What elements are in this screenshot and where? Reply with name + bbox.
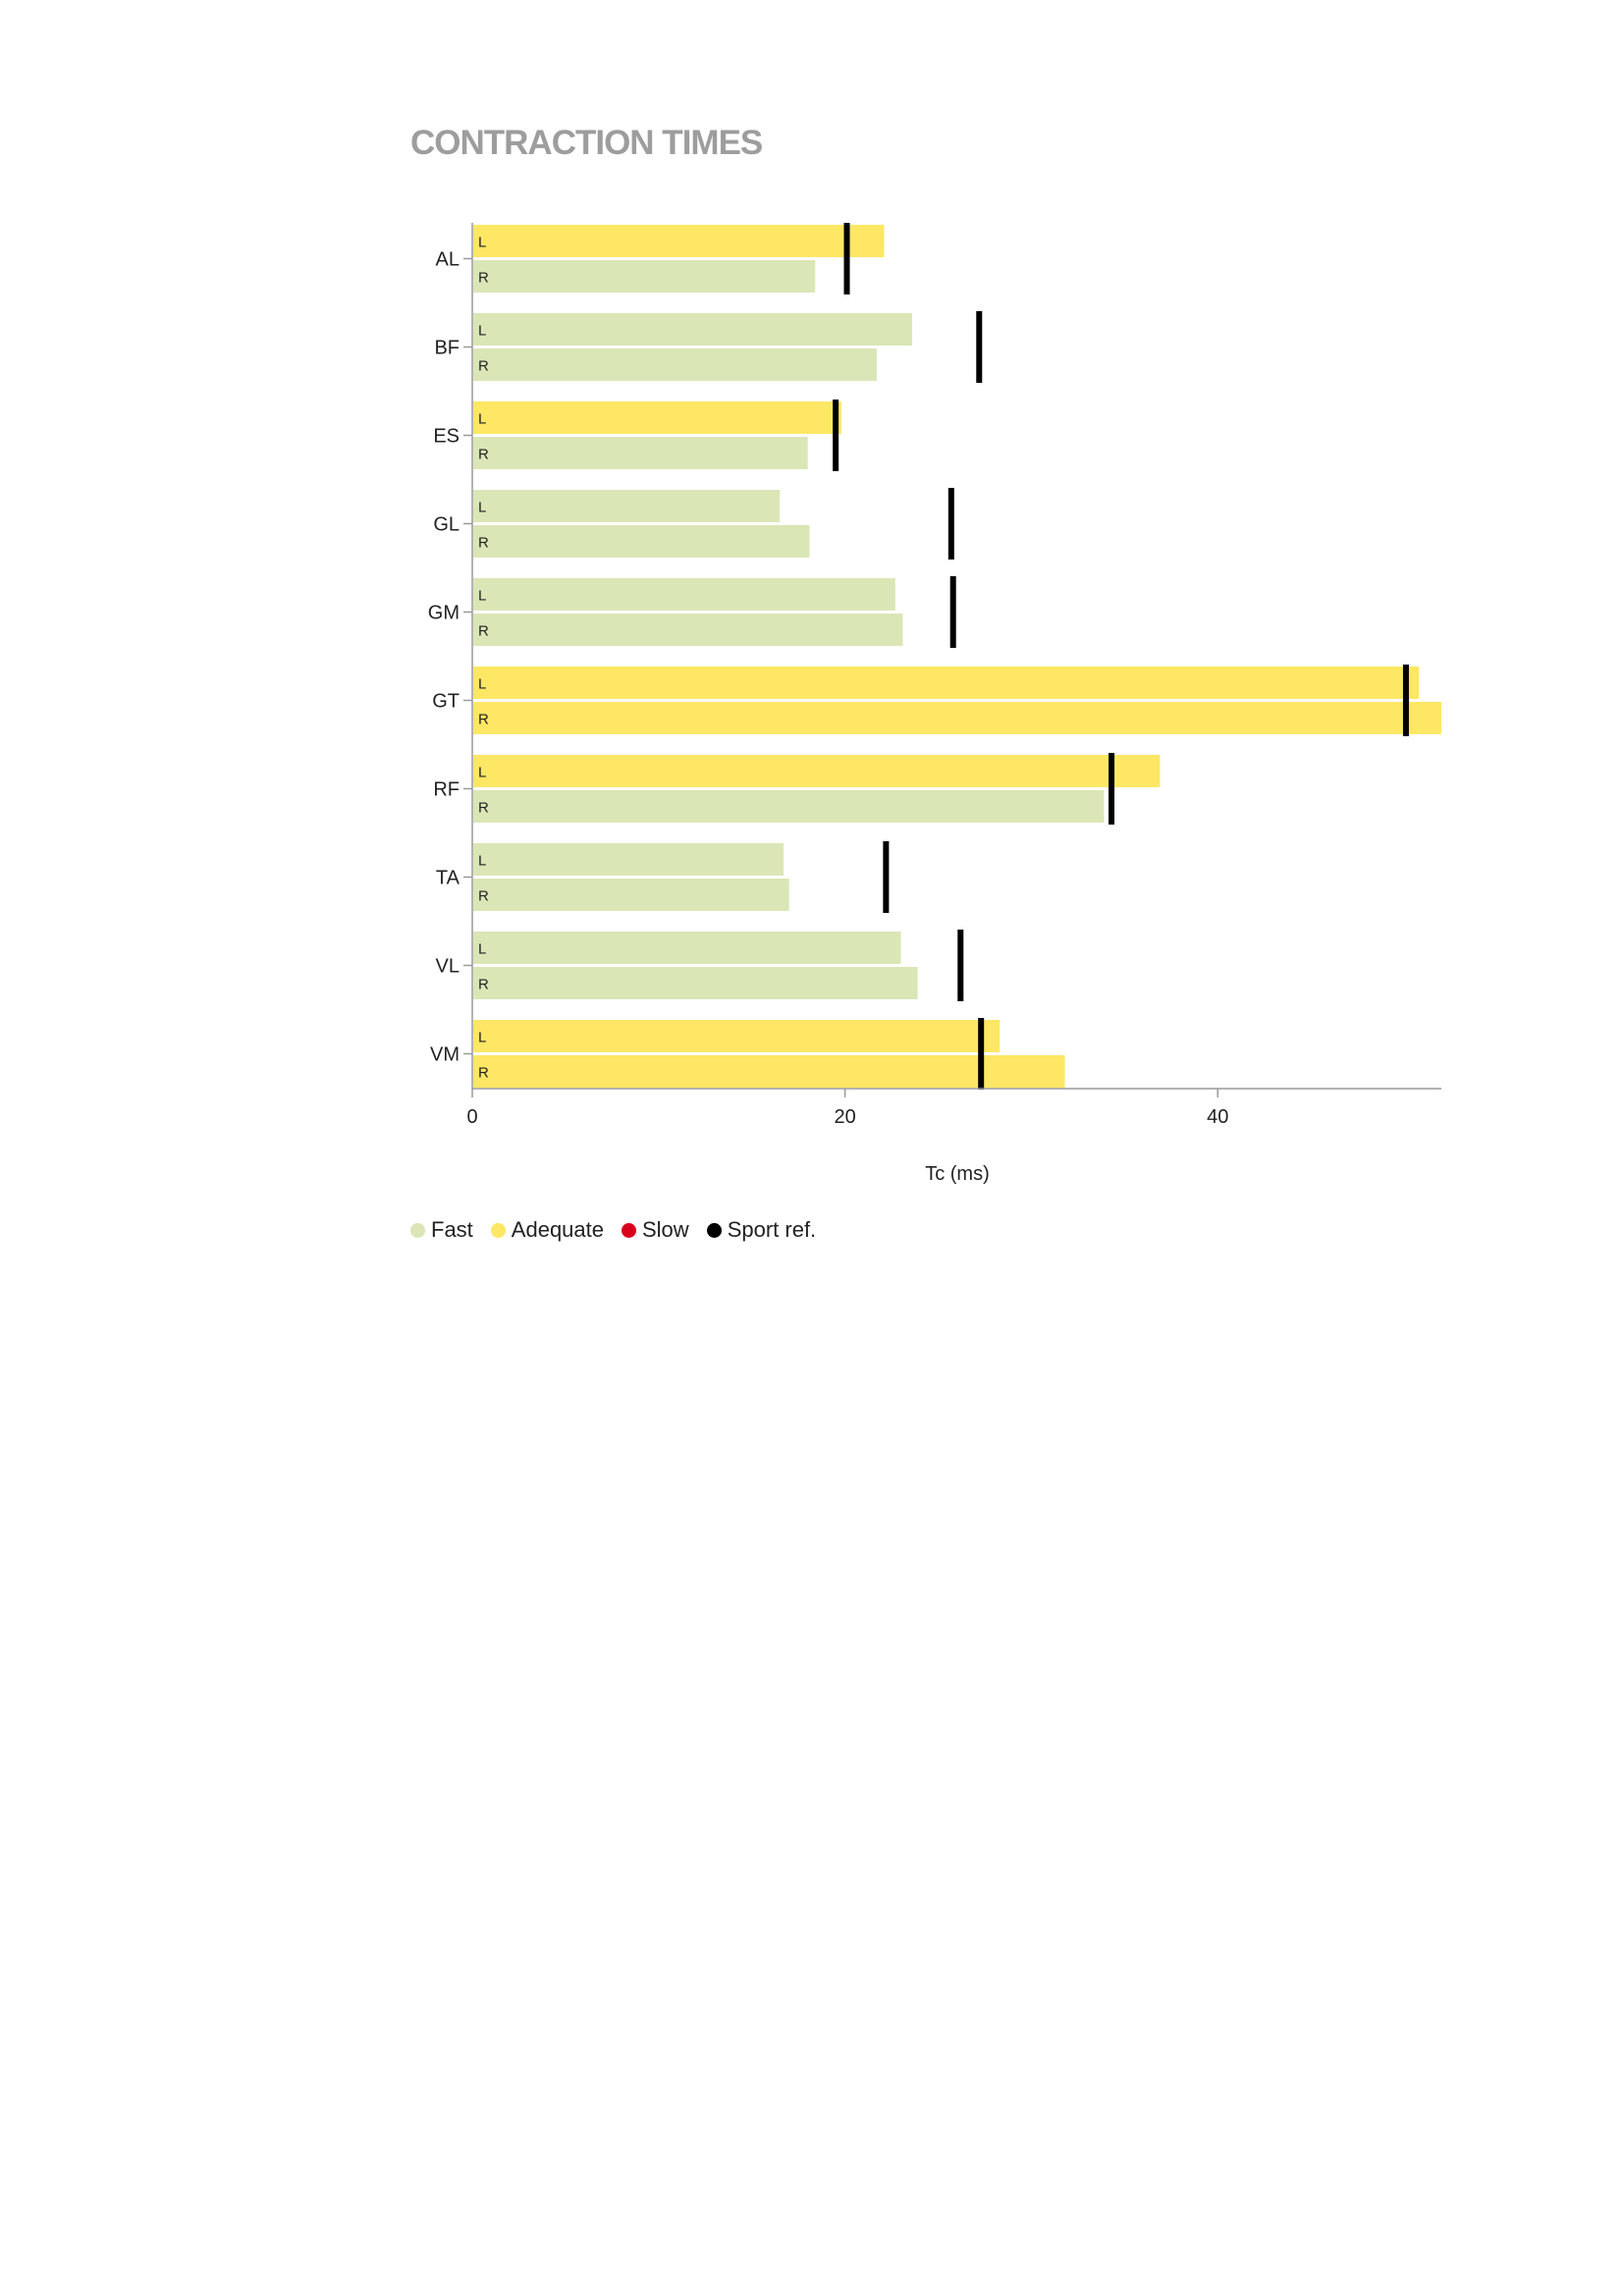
bar-ta-r (473, 879, 789, 911)
y-tick-label-vm: VM (430, 1044, 460, 1066)
sport-ref-gl (947, 488, 954, 560)
bar-es-r (473, 437, 808, 469)
bar-vm-l (473, 1020, 1001, 1052)
side-label-bf-r: R (478, 358, 489, 375)
side-label-rf-l: L (478, 765, 486, 781)
side-label-al-l: L (478, 235, 486, 251)
bar-rf-r (473, 790, 1105, 823)
bar-es-l (473, 401, 841, 434)
side-label-rf-r: R (478, 800, 489, 817)
side-label-vm-l: L (478, 1030, 486, 1046)
legend-label-slow: Slow (642, 1217, 689, 1242)
side-label-gm-r: R (478, 623, 489, 640)
bar-gt-l (473, 667, 1420, 699)
y-tick-label-ta: TA (436, 868, 460, 889)
side-label-gl-l: L (478, 500, 486, 516)
bar-al-r (473, 260, 816, 293)
x-tick-label-0: 0 (466, 1106, 477, 1128)
axes: AL BF ES GL GM GT RF TA VL VM 0 20 40 (428, 223, 1441, 1128)
bar-ta-l (473, 843, 784, 876)
bar-gl-r (473, 525, 810, 558)
page-title: CONTRACTION TIMES (410, 124, 763, 162)
bar-gt-r (473, 702, 1441, 734)
side-label-gm-l: L (478, 588, 486, 605)
side-label-vm-r: R (478, 1065, 489, 1082)
sport-ref-gm (949, 576, 956, 648)
legend-dot-adequate (490, 1222, 506, 1238)
legend-dot-fast (410, 1222, 425, 1238)
legend: Fast Adequate Slow Sport ref. (410, 1217, 834, 1243)
sport-ref-al (843, 223, 850, 294)
side-label-bf-l: L (478, 323, 486, 340)
legend-item-fast: Fast (410, 1217, 473, 1243)
bar-vm-r (473, 1055, 1065, 1088)
sport-ref-gt (1402, 665, 1409, 736)
side-label-gt-l: L (478, 676, 486, 693)
bar-bf-r (473, 348, 877, 381)
legend-label-sport-ref: Sport ref. (727, 1217, 817, 1242)
legend-label-fast: Fast (431, 1217, 473, 1242)
sport-ref-rf (1109, 753, 1115, 825)
x-tick-label-40: 40 (1207, 1106, 1228, 1128)
x-tick-label-20: 20 (834, 1106, 855, 1128)
y-tick-label-gt: GT (432, 691, 460, 713)
side-label-gt-r: R (478, 712, 489, 728)
side-label-vl-r: R (478, 977, 489, 993)
x-axis-title: Tc (ms) (925, 1163, 990, 1185)
bar-gm-l (473, 578, 895, 611)
legend-label-adequate: Adequate (511, 1217, 604, 1242)
y-tick-label-al: AL (436, 249, 460, 271)
sport-ref-vl (957, 930, 964, 1001)
side-label-ta-l: L (478, 853, 486, 870)
side-label-al-r: R (478, 270, 489, 287)
side-label-vl-l: L (478, 941, 486, 958)
bars-layer: L R L R L R L R L R L R L R L R L R L R (473, 225, 1441, 1088)
bar-gm-r (473, 614, 903, 646)
bar-gl-l (473, 490, 781, 522)
legend-item-slow: Slow (622, 1217, 689, 1243)
bar-bf-l (473, 313, 912, 346)
legend-dot-sport-ref (706, 1222, 722, 1238)
sport-ref-vm (978, 1018, 985, 1090)
side-label-gl-r: R (478, 535, 489, 552)
y-tick-label-gm: GM (428, 603, 460, 624)
sport-ref-markers (833, 223, 1409, 1090)
bar-rf-l (473, 755, 1161, 787)
y-tick-label-rf: RF (433, 779, 460, 801)
legend-dot-slow (622, 1222, 636, 1238)
contraction-times-chart: L R L R L R L R L R L R L R L R L R L R AL BF ES GL GM GT RF TA VL V… (428, 223, 1441, 1185)
sport-ref-bf (976, 311, 983, 383)
side-label-es-r: R (478, 447, 489, 463)
bar-vl-l (473, 932, 901, 964)
sport-ref-ta (883, 841, 890, 913)
bar-al-l (473, 225, 885, 257)
side-label-ta-r: R (478, 888, 489, 905)
y-tick-label-bf: BF (434, 338, 460, 359)
y-tick-label-es: ES (433, 426, 460, 448)
y-tick-label-vl: VL (436, 956, 460, 978)
legend-item-adequate: Adequate (490, 1217, 604, 1243)
sport-ref-es (833, 400, 839, 471)
y-tick-label-gl: GL (433, 514, 460, 536)
legend-item-sport-ref: Sport ref. (706, 1217, 817, 1243)
bar-vl-r (473, 967, 918, 999)
side-label-es-l: L (478, 411, 486, 428)
